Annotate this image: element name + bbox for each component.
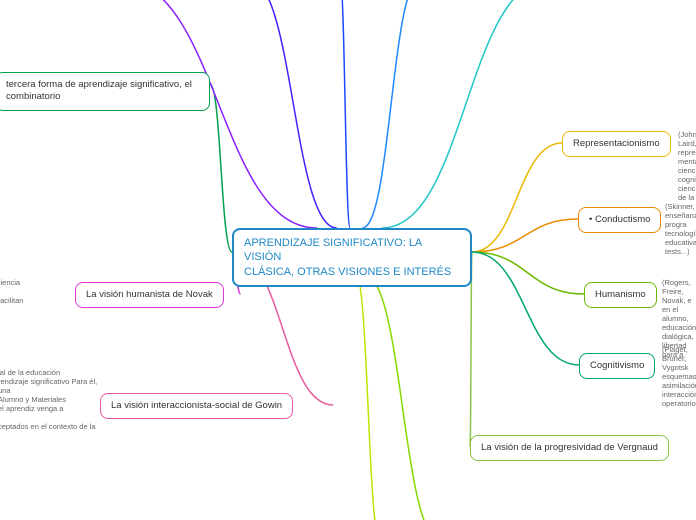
- desc-cog: (Piaget, Bruner, Vygotskesquemas deasimi…: [662, 345, 696, 408]
- desc-gowin: ial de la educaciónrendizaje significati…: [0, 368, 97, 431]
- center-node[interactable]: APRENDIZAJE SIGNIFICATIVO: LA VISIÓNCLÁS…: [232, 228, 472, 287]
- node-hum[interactable]: Humanismo: [584, 282, 657, 308]
- desc-novak: rienciafacilitan: [0, 278, 23, 305]
- node-cond[interactable]: • Conductismo: [578, 207, 661, 233]
- desc-rep: (Johnson-Laird, represmentales, cienciac…: [678, 130, 696, 202]
- node-cog[interactable]: Cognitivismo: [579, 353, 655, 379]
- node-rep[interactable]: Representacionismo: [562, 131, 671, 157]
- desc-cond: (Skinner, enseñanza progratecnología edu…: [665, 202, 696, 256]
- node-verg[interactable]: La visión de la progresividad de Vergnau…: [470, 435, 669, 461]
- node-gowin[interactable]: La visión interaccionista-social de Gowi…: [100, 393, 293, 419]
- node-comb[interactable]: tercera forma de aprendizaje significati…: [0, 72, 210, 111]
- node-novak[interactable]: La visión humanista de Novak: [75, 282, 224, 308]
